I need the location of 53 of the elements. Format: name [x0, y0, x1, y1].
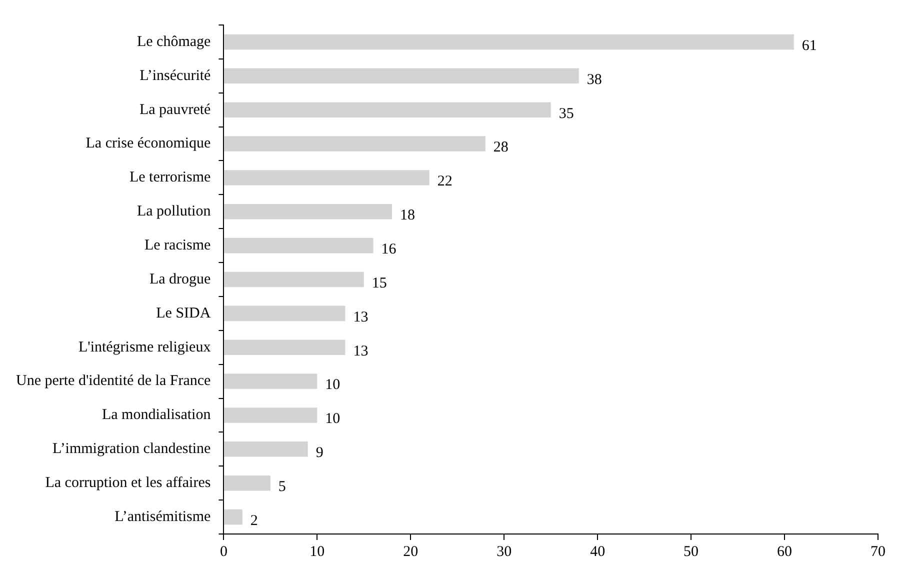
data-label: 10 — [325, 377, 340, 394]
bar — [224, 170, 430, 186]
x-tick-label: 0 — [220, 544, 228, 560]
y-tick-label: Le SIDA — [156, 305, 211, 322]
y-tick-label: La mondialisation — [102, 407, 212, 424]
x-tick-label: 30 — [496, 544, 512, 560]
data-label: 13 — [353, 309, 368, 326]
x-tick-label: 20 — [403, 544, 418, 560]
y-tick-label: Le terrorisme — [129, 170, 212, 186]
data-label: 9 — [316, 445, 324, 462]
y-tick-label: L’antisémitisme — [114, 508, 212, 525]
data-label: 22 — [437, 174, 452, 190]
bar — [224, 475, 270, 491]
bar — [224, 306, 346, 322]
y-tick-label: L’immigration clandestine — [52, 441, 212, 458]
bar — [224, 136, 486, 152]
bar — [224, 102, 551, 118]
data-label: 16 — [381, 242, 397, 258]
x-tick-label: 10 — [310, 544, 325, 560]
y-tick-label: La corruption et les affaires — [45, 475, 211, 492]
bar — [224, 374, 318, 389]
y-tick-label: Le chômage — [136, 34, 212, 50]
x-tick-label: 60 — [777, 544, 792, 560]
data-label: 18 — [400, 208, 415, 224]
data-label: 5 — [278, 479, 286, 496]
data-label: 35 — [558, 106, 574, 122]
bar — [224, 272, 364, 288]
data-label: 28 — [493, 140, 508, 156]
bar — [224, 204, 392, 220]
y-tick-label: La pollution — [136, 204, 212, 220]
bar — [224, 68, 579, 84]
x-tick-label: 70 — [870, 544, 886, 560]
bar — [224, 509, 242, 525]
data-label: 10 — [325, 411, 340, 428]
y-tick-label: L'intégrisme religieux — [78, 339, 212, 356]
bar — [224, 408, 318, 423]
y-tick-label: L’insécurité — [140, 68, 212, 84]
y-tick-label: La drogue — [149, 271, 212, 288]
data-label: 38 — [586, 72, 602, 88]
bar — [224, 340, 346, 355]
x-tick-label: 50 — [684, 544, 699, 560]
y-tick-label: La crise économique — [86, 136, 212, 152]
data-label: 13 — [353, 343, 368, 360]
data-label: 2 — [250, 512, 258, 529]
bar — [224, 238, 374, 254]
y-tick-label: La pauvreté — [139, 102, 212, 118]
y-tick-label: Le racisme — [144, 238, 212, 254]
data-label: 61 — [802, 38, 817, 54]
bar — [224, 34, 794, 50]
bar — [224, 442, 308, 457]
y-tick-label: Une perte d'identité de la France — [16, 373, 212, 390]
data-label: 15 — [372, 275, 387, 292]
x-tick-label: 40 — [590, 544, 606, 560]
